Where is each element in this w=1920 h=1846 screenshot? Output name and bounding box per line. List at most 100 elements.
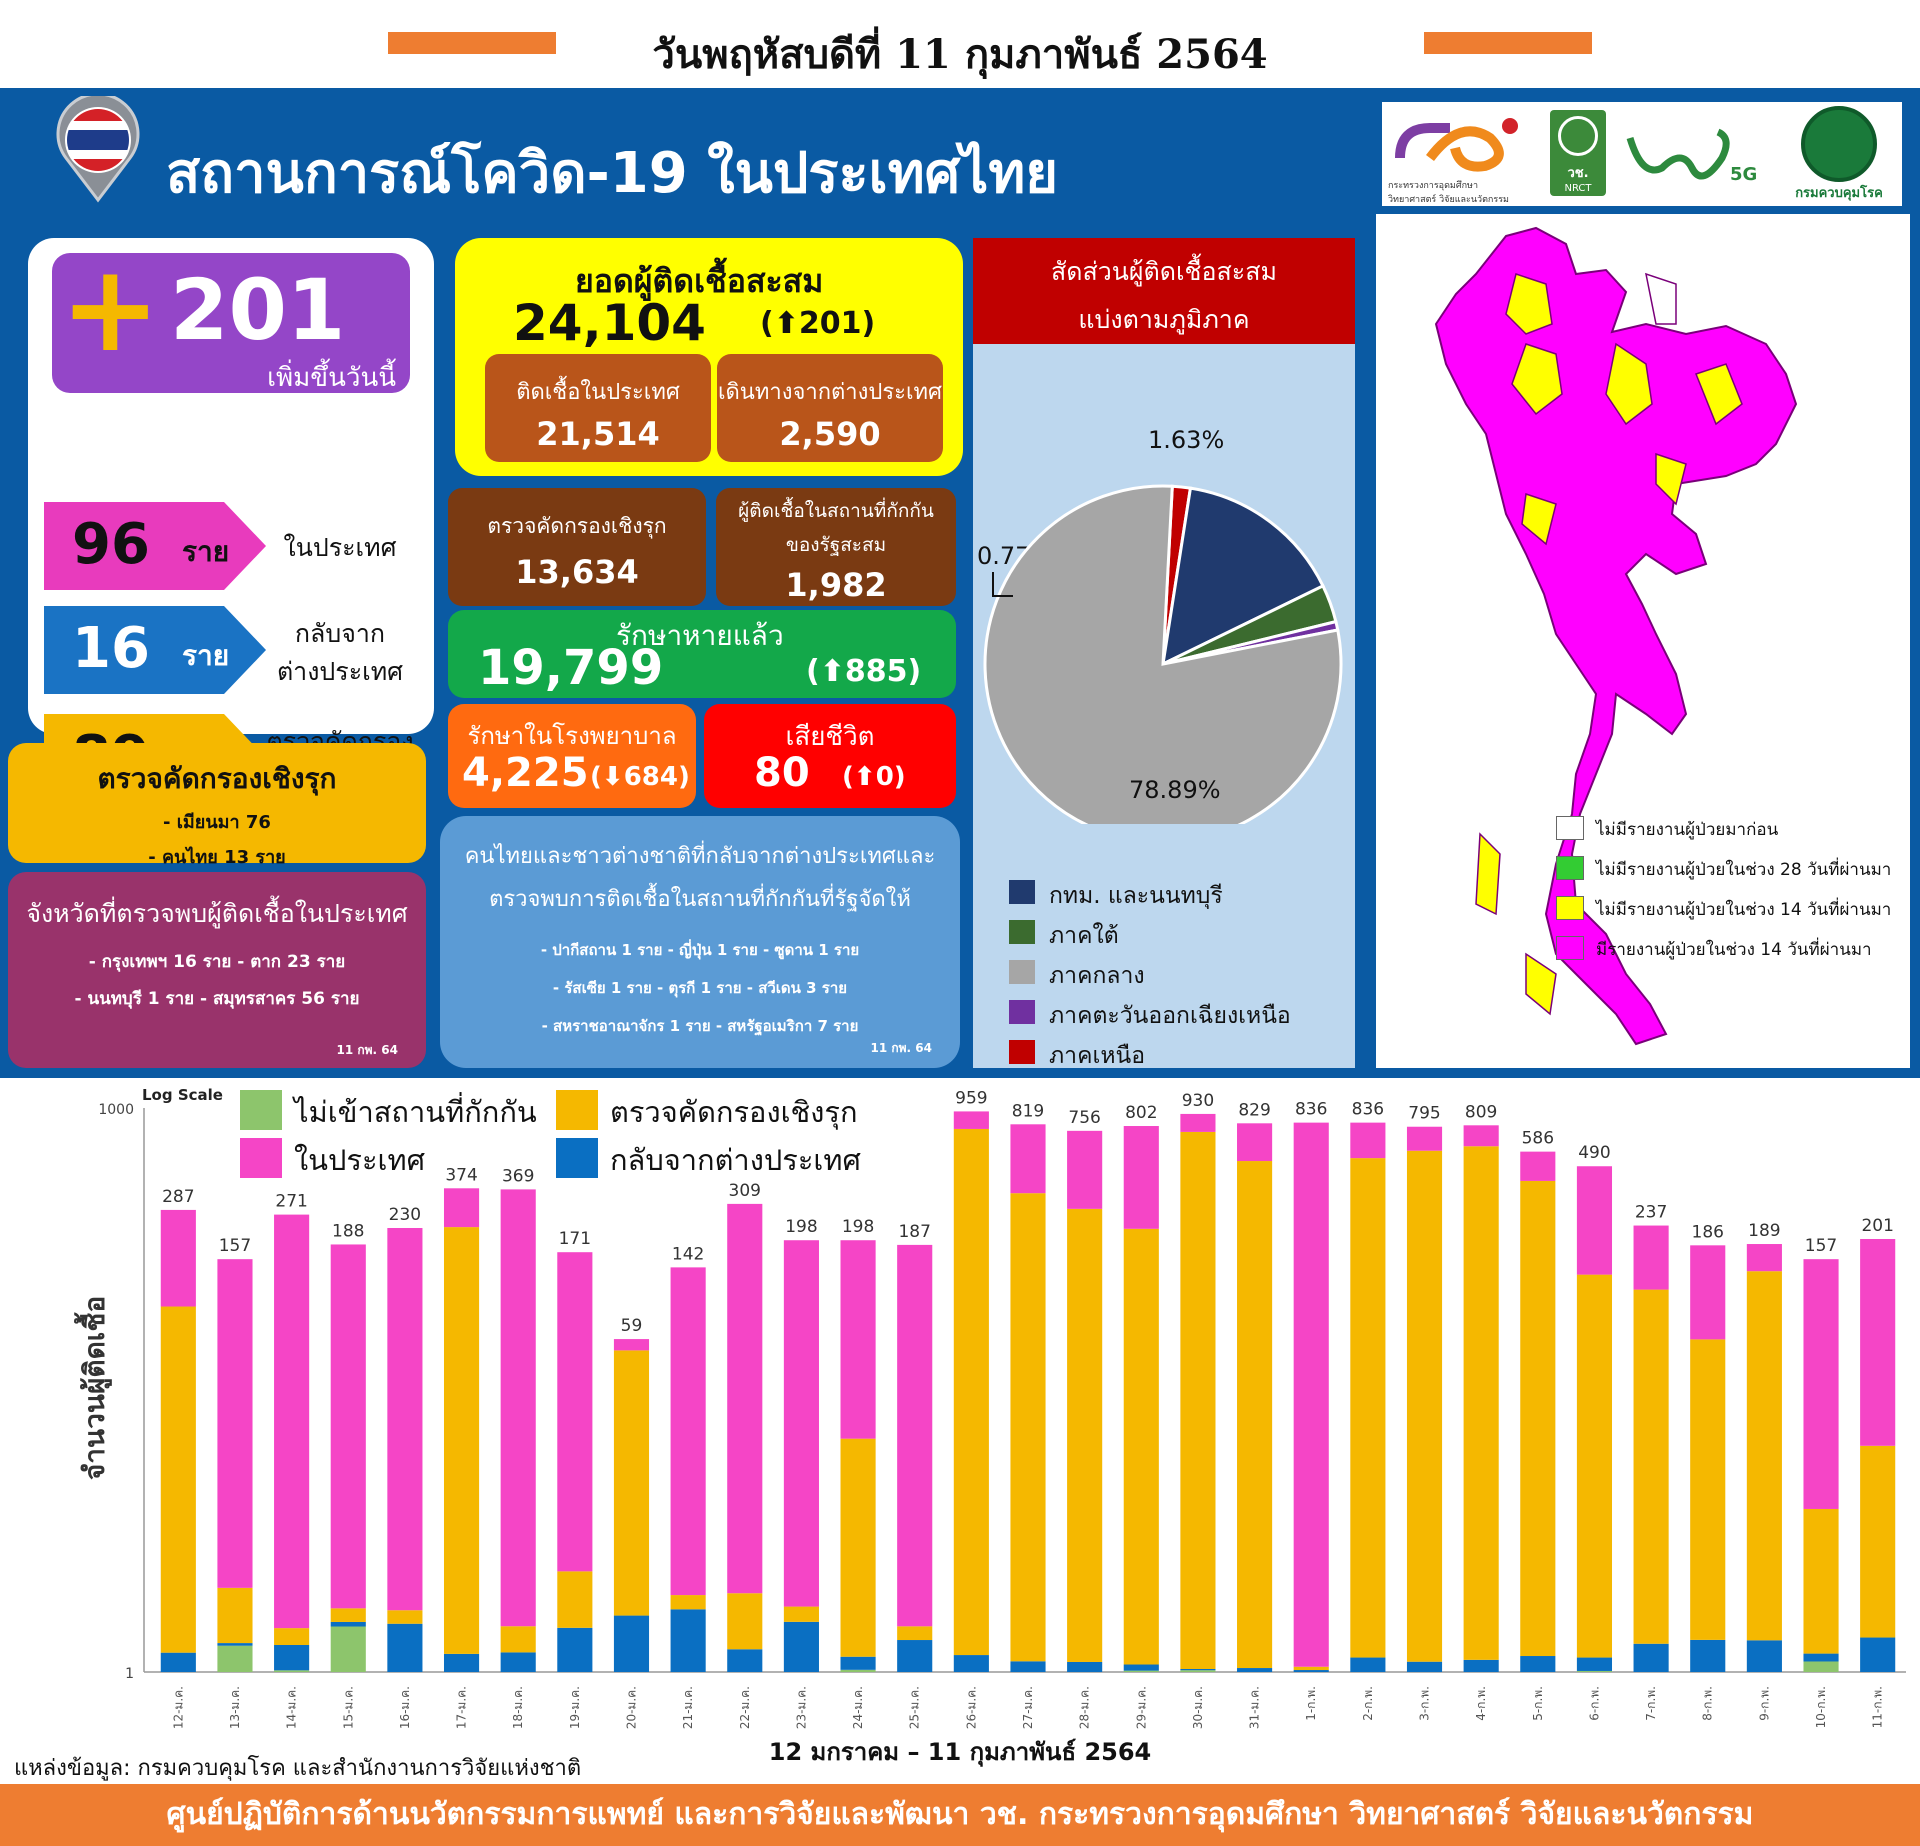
bar-segment bbox=[1520, 1151, 1556, 1181]
up-arrow-icon: ⬆ bbox=[773, 306, 799, 341]
source-text: แหล่งข้อมูล: กรมควบคุมโรค และสำนักงานการ… bbox=[14, 1756, 582, 1781]
x-tick-label: 17-ม.ค. bbox=[455, 1686, 469, 1729]
thailand-map-icon bbox=[1434, 226, 1798, 1046]
bar-segment bbox=[160, 1652, 196, 1672]
bar-segment bbox=[613, 1350, 650, 1616]
returnees-date: 11 กพ. 64 bbox=[870, 1041, 933, 1055]
bar-total-label: 237 bbox=[1635, 1203, 1667, 1223]
bar-segment bbox=[1576, 1670, 1613, 1672]
bar-segment bbox=[443, 1188, 480, 1228]
bar-segment bbox=[1010, 1193, 1046, 1662]
bar-segment bbox=[670, 1267, 706, 1596]
bar-segment bbox=[1860, 1445, 1896, 1638]
bar-segment bbox=[557, 1627, 593, 1672]
returnees-box: คนไทยและชาวต่างชาติที่กลับจากต่างประเทศแ… bbox=[440, 816, 960, 1068]
bar-segment bbox=[217, 1259, 253, 1588]
bar-total-label: 157 bbox=[1805, 1236, 1837, 1256]
bar-segment bbox=[1746, 1640, 1782, 1672]
bar-segment bbox=[670, 1595, 706, 1610]
returnees-line1: - ปากีสถาน 1 ราย - ญี่ปุ่น 1 ราย - ซูดาน… bbox=[540, 941, 860, 959]
x-tick-label: 18-ม.ค. bbox=[511, 1686, 525, 1729]
ddc-logo-icon: กรมควบคุมโรค bbox=[1780, 106, 1898, 202]
pie-legend-item: ภาคตะวันออกเฉียงเหนือ bbox=[1009, 998, 1339, 1029]
x-tick-label: 1-ก.พ. bbox=[1304, 1686, 1318, 1721]
bar-segment bbox=[1520, 1180, 1556, 1657]
pie-legend-item: ภาคเหนือ bbox=[1009, 1038, 1339, 1069]
bar-segment bbox=[1803, 1259, 1839, 1509]
bar-total-label: 186 bbox=[1692, 1222, 1724, 1242]
bar-segment bbox=[727, 1593, 763, 1650]
bar-segment bbox=[1406, 1661, 1443, 1672]
pie-legend-item: ภาคใต้ bbox=[1009, 918, 1339, 949]
province-date: 11 กพ. 64 bbox=[336, 1043, 399, 1057]
bar-segment bbox=[840, 1438, 876, 1657]
x-axis-label: 12 มกราคม – 11 กุมภาพันธ์ 2564 bbox=[769, 1738, 1152, 1768]
bar-segment bbox=[727, 1203, 763, 1594]
bar-chart-area: 1000 1 Log Scale จำนวนผู้ติดเชื้อ 12 มกราคม … bbox=[0, 1078, 1920, 1784]
bar-segment bbox=[1067, 1130, 1103, 1209]
bar-segment bbox=[274, 1628, 310, 1645]
hospital-label: รักษาในโรงพยาบาล bbox=[467, 722, 677, 750]
bar-segment bbox=[1803, 1508, 1839, 1654]
x-tick-label: 29-ม.ค. bbox=[1134, 1686, 1148, 1729]
deaths-delta: (⬆0) bbox=[842, 762, 906, 792]
legend-label: ไม่เข้าสถานที่กักกัน bbox=[292, 1092, 537, 1129]
map-legend-item: ไม่มีรายงานผู้ป่วยในช่วง 14 วันที่ผ่านมา bbox=[1556, 894, 1906, 924]
pie-legend: กทม. และนนทบุรี ภาคใต้ ภาคกลาง ภาคตะวันออกเ… bbox=[1009, 878, 1349, 1069]
quarantine-label2: ของรัฐสะสม bbox=[785, 534, 887, 556]
pie-chart: 1.63%15.31%3.40%0.77%78.89% bbox=[977, 426, 1343, 824]
x-tick-label: 8-ก.พ. bbox=[1701, 1686, 1715, 1721]
footer: ศูนย์ปฏิบัติการด้านนวัตกรรมการแพทย์ และก… bbox=[0, 1784, 1920, 1846]
today-label: เพิ่มขึ้นวันนี้ bbox=[267, 363, 396, 393]
up-arrow-icon: ⬆ bbox=[853, 762, 876, 792]
thailand-pin-icon bbox=[56, 96, 140, 203]
bar-segment bbox=[330, 1626, 366, 1672]
legend-label: ภาคตะวันออกเฉียงเหนือ bbox=[1049, 1003, 1291, 1029]
bar-segment bbox=[557, 1571, 593, 1628]
bar-total-label: 829 bbox=[1238, 1100, 1270, 1120]
bar-segment bbox=[1010, 1661, 1046, 1672]
screening-box: ตรวจคัดกรองเชิงรุก - เมียนมา 76 - คนไทย … bbox=[8, 743, 426, 868]
quarantine-label1: ผู้ติดเชื้อในสถานที่กักกัน bbox=[738, 500, 934, 522]
bar-segment bbox=[840, 1240, 876, 1439]
legend-swatch bbox=[1556, 816, 1584, 840]
x-tick-label: 27-ม.ค. bbox=[1021, 1686, 1035, 1729]
x-tick-label: 11-ก.พ. bbox=[1871, 1686, 1885, 1728]
bar-segment bbox=[1237, 1123, 1273, 1162]
bar-segment bbox=[1180, 1131, 1216, 1669]
main-panel: สถานการณ์โควิด-19 ในประเทศไทย กระทรวงการ… bbox=[0, 88, 1920, 1078]
legend-swatch bbox=[240, 1138, 282, 1178]
x-tick-label: 15-ม.ค. bbox=[341, 1686, 355, 1729]
legend-swatch bbox=[1009, 880, 1035, 904]
bar-total-label: 756 bbox=[1068, 1108, 1100, 1128]
breakdown-unit: ราย bbox=[182, 535, 230, 568]
bar-segment bbox=[1010, 1124, 1046, 1194]
bar-segment bbox=[1690, 1245, 1726, 1340]
breakdown-label1: กลับจาก bbox=[294, 619, 386, 648]
bar-segment bbox=[1180, 1668, 1216, 1671]
bar-segment bbox=[840, 1656, 876, 1670]
bar-segment bbox=[1860, 1637, 1896, 1672]
returnees-title2: ตรวจพบการติดเชื้อในสถานที่กักกันที่รัฐจั… bbox=[489, 887, 911, 912]
screening-line1: - เมียนมา 76 bbox=[163, 812, 271, 833]
hospital-delta: (⬇684) bbox=[590, 762, 690, 792]
bar-chart: 1000 1 Log Scale จำนวนผู้ติดเชื้อ 12 มกราคม … bbox=[73, 1086, 1906, 1768]
recovered-value: 19,799 bbox=[478, 640, 664, 696]
bar-segment bbox=[1803, 1653, 1839, 1662]
bar-total-label: 271 bbox=[275, 1192, 307, 1212]
screening-title: ตรวจคัดกรองเชิงรุก bbox=[97, 762, 337, 795]
nrct-5g-logo-icon bbox=[1626, 128, 1730, 180]
x-tick-label: 22-ม.ค. bbox=[738, 1686, 752, 1729]
y-axis-label: จำนวนผู้ติดเชื้อ bbox=[73, 1296, 112, 1480]
deaths-label: เสียชีวิต bbox=[785, 722, 875, 752]
breakdown-label2: ต่างประเทศ bbox=[276, 657, 404, 686]
returnees-line3: - สหราชอาณาจักร 1 ราย - สหรัฐอเมริกา 7 ร… bbox=[541, 1017, 859, 1035]
bar-segment bbox=[443, 1227, 480, 1654]
cumulative-value: 24,104 bbox=[513, 294, 706, 352]
province-box: จังหวัดที่ตรวจพบผู้ติดเชื้อในประเทศ - กร… bbox=[8, 872, 426, 1068]
bar-total-label: 230 bbox=[389, 1205, 421, 1225]
bar-total-label: 187 bbox=[898, 1222, 930, 1242]
screening-line2: - คนไทย 13 ราย bbox=[148, 847, 286, 868]
province-line1: - กรุงเทพฯ 16 ราย - ตาก 23 ราย bbox=[88, 952, 346, 972]
x-tick-label: 14-ม.ค. bbox=[285, 1686, 299, 1729]
